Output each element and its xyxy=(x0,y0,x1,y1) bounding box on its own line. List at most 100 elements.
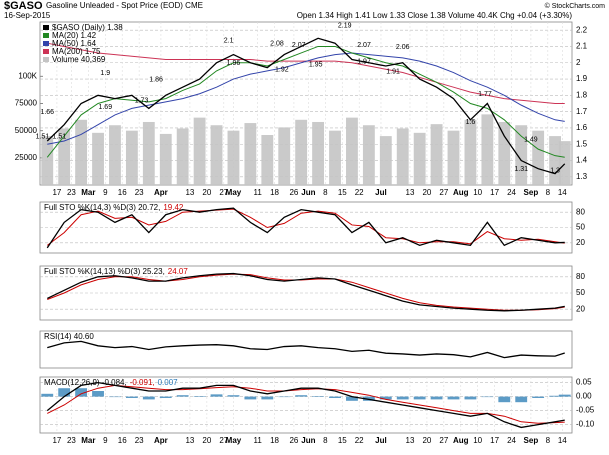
bar xyxy=(329,130,341,185)
price-annotation: 2.08 xyxy=(270,41,284,48)
bar xyxy=(193,396,206,397)
x-tick-label: 10 xyxy=(473,188,482,197)
x-tick-label: 27 xyxy=(219,436,228,445)
y-tick-label: -0.10 xyxy=(576,420,595,429)
x-tick-label: 24 xyxy=(507,436,516,445)
x-tick-label: Aug xyxy=(453,436,469,445)
bar xyxy=(159,133,172,185)
bar xyxy=(346,396,358,401)
legend-swatch xyxy=(43,49,49,54)
legend-label: MA(20) 1.42 xyxy=(52,31,97,40)
y-tick-label: 0.05 xyxy=(576,378,592,387)
y2-tick-label: 100K xyxy=(18,71,37,80)
price-annotation: 2.1 xyxy=(224,37,234,44)
bar xyxy=(142,396,155,400)
y-tick-label: 2.2 xyxy=(576,25,588,34)
series-line xyxy=(47,42,565,104)
x-tick-label: 24 xyxy=(507,188,516,197)
bar xyxy=(413,132,426,185)
x-tick-label: 27 xyxy=(219,188,228,197)
price-annotation: 1.97 xyxy=(357,58,371,65)
bar xyxy=(346,117,358,185)
bar xyxy=(430,396,443,400)
price-annotation: 1.3 xyxy=(550,168,560,175)
x-tick-label: 15 xyxy=(338,436,347,445)
x-tick-label: 22 xyxy=(355,436,364,445)
y-tick-label: 1.8 xyxy=(576,90,588,99)
price-annotation: 2.06 xyxy=(396,44,410,51)
price-annotation: 1.6 xyxy=(466,119,476,126)
bar xyxy=(278,127,291,185)
bar xyxy=(515,125,528,185)
y-tick-label: 1.7 xyxy=(576,107,588,116)
price-annotation: 2.07 xyxy=(292,42,306,49)
x-tick-label: 17 xyxy=(490,436,499,445)
panel-title-part: RSI(14) 40.60 xyxy=(44,332,94,341)
x-tick-label: 16 xyxy=(118,436,127,445)
bar xyxy=(447,130,460,185)
x-tick-label: 13 xyxy=(406,188,415,197)
price-annotation: 1.86 xyxy=(149,76,163,83)
y2-tick-label: 75000 xyxy=(15,99,38,108)
price-annotation: 2.07 xyxy=(357,42,371,49)
panel-title-part: Full STO %K(14,13) %D(3) 25.23, xyxy=(44,267,165,276)
x-tick-label: Jun xyxy=(301,436,315,445)
price-annotation: 1.96 xyxy=(227,60,241,67)
x-tick-label: 23 xyxy=(135,188,144,197)
panel-title: Full STO %K(14,13) %D(3) 25.23, 24.07 xyxy=(44,267,188,276)
panel-title-part: 0.007 xyxy=(158,378,179,387)
bar xyxy=(532,396,545,398)
bar xyxy=(176,395,189,397)
x-tick-label: 9 xyxy=(103,188,108,197)
series-line xyxy=(47,340,565,359)
x-tick-label: 17 xyxy=(52,436,61,445)
bar xyxy=(362,396,375,401)
y2-tick-label: 25000 xyxy=(15,153,38,162)
legend-swatch xyxy=(43,41,49,46)
x-tick-label: 20 xyxy=(422,436,431,445)
x-tick-label: 17 xyxy=(52,188,61,197)
y-tick-label: 20 xyxy=(576,304,585,313)
bar xyxy=(58,388,71,397)
x-tick-label: Apr xyxy=(154,436,168,445)
x-tick-label: 13 xyxy=(185,436,194,445)
bar xyxy=(558,394,571,397)
x-tick-label: 20 xyxy=(202,188,211,197)
legend-label: MA(50) 1.64 xyxy=(52,39,97,48)
x-tick-label: 8 xyxy=(546,188,551,197)
price-annotation: 1.77 xyxy=(478,91,492,98)
bar xyxy=(329,396,341,398)
price-annotation: 1.51 xyxy=(36,133,50,140)
bar xyxy=(312,121,325,185)
x-tick-label: 20 xyxy=(202,436,211,445)
price-annotation: 1.31 xyxy=(514,166,528,173)
bar xyxy=(295,119,308,185)
series-line xyxy=(46,45,565,158)
x-tick-label: Sep xyxy=(524,436,539,445)
bar xyxy=(227,395,240,397)
y-tick-label: 1.9 xyxy=(576,74,588,83)
y-tick-label: -0.05 xyxy=(576,406,595,415)
panel-title-part: MACD(12,26,9) -0.084, xyxy=(44,378,127,387)
x-tick-label: Mar xyxy=(81,188,95,197)
bar xyxy=(549,136,561,185)
price-annotation: 1.51 xyxy=(53,133,67,140)
series-line xyxy=(46,37,566,175)
y-tick-label: 2 xyxy=(576,58,581,67)
date: 16-Sep-2015 xyxy=(4,11,51,20)
x-tick-label: 13 xyxy=(185,188,194,197)
price-annotation: 1.95 xyxy=(309,62,323,69)
panel-title: MACD(12,26,9) -0.084, -0.091, 0.007 xyxy=(44,378,178,387)
bar xyxy=(498,121,511,185)
bar xyxy=(58,128,71,185)
credit: © StockCharts.com xyxy=(545,2,606,10)
bar xyxy=(193,117,206,185)
bar xyxy=(430,124,443,185)
bar xyxy=(210,394,223,397)
y-tick-label: 1.4 xyxy=(576,156,588,165)
panel-title-part: 24.07 xyxy=(168,267,189,276)
x-tick-label: 27 xyxy=(439,188,448,197)
x-tick-label: 23 xyxy=(67,436,76,445)
x-tick-label: 8 xyxy=(323,436,328,445)
